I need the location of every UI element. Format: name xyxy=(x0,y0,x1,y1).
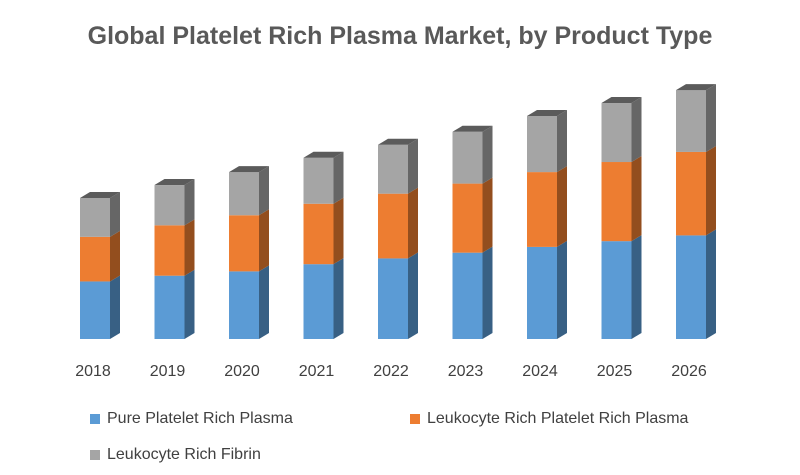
bar-2020-series-2 xyxy=(229,172,259,216)
bar-side-2020-series-2 xyxy=(259,166,269,216)
x-tick-label-2018: 2018 xyxy=(75,363,111,380)
bar-2021-series-0 xyxy=(303,264,334,339)
bar-side-2026-series-0 xyxy=(706,229,716,339)
bar-top-2025 xyxy=(601,97,642,104)
x-tick-label-2024: 2024 xyxy=(522,363,558,380)
bar-2020-series-0 xyxy=(229,271,259,339)
bar-side-2023-series-1 xyxy=(482,177,493,253)
bar-2018-series-2 xyxy=(80,197,110,237)
legend-swatch-leukocyte-prp xyxy=(410,414,420,424)
bar-side-2019-series-1 xyxy=(184,219,195,276)
x-tick-label-2026: 2026 xyxy=(671,363,707,380)
bar-top-2026 xyxy=(676,84,716,91)
bar-side-2025-series-1 xyxy=(631,156,642,242)
bar-top-2018 xyxy=(80,191,120,198)
x-tick-label-2021: 2021 xyxy=(299,363,335,380)
bar-side-2020-series-0 xyxy=(259,265,269,339)
legend-swatch-pure-prp xyxy=(90,414,100,424)
bar-side-2019-series-0 xyxy=(184,269,195,339)
bar-side-2026-series-2 xyxy=(706,84,716,152)
bar-2026-series-1 xyxy=(676,151,706,236)
bar-2021-series-2 xyxy=(303,157,334,204)
bar-side-2021-series-1 xyxy=(333,197,344,265)
bar-2022-series-2 xyxy=(378,144,408,194)
legend-label-leukocyte-prp: Leukocyte Rich Platelet Rich Plasma xyxy=(427,410,689,427)
bar-top-2024 xyxy=(527,109,567,116)
bar-2018-series-0 xyxy=(80,281,110,339)
bar-top-2021 xyxy=(303,151,344,158)
bar-2026-series-2 xyxy=(676,90,706,152)
bar-side-2022-series-2 xyxy=(408,138,418,194)
bar-side-2026-series-1 xyxy=(706,145,716,236)
x-tick-label-2019: 2019 xyxy=(150,363,186,380)
bar-side-2020-series-1 xyxy=(259,209,269,272)
bar-2021-series-1 xyxy=(303,203,334,265)
legend-label-pure-prp: Pure Platelet Rich Plasma xyxy=(107,410,293,427)
x-tick-label-2022: 2022 xyxy=(373,363,409,380)
bar-side-2022-series-0 xyxy=(408,252,418,339)
x-tick-label-2023: 2023 xyxy=(448,363,484,380)
bar-side-2019-series-2 xyxy=(184,179,195,226)
bar-top-2020 xyxy=(229,166,269,173)
bar-2024-series-2 xyxy=(527,115,557,173)
bar-2025-series-1 xyxy=(601,162,632,242)
bar-2020-series-1 xyxy=(229,215,259,272)
bar-2024-series-1 xyxy=(527,172,557,247)
bar-side-2024-series-1 xyxy=(557,166,567,247)
legend-item-leukocyte-prp: Leukocyte Rich Platelet Rich Plasma xyxy=(410,410,688,428)
bar-side-2023-series-0 xyxy=(482,246,493,339)
legend-label-leukocyte-fibrin: Leukocyte Rich Fibrin xyxy=(107,446,261,463)
bar-2022-series-1 xyxy=(378,193,408,259)
legend-item-leukocyte-fibrin: Leukocyte Rich Fibrin xyxy=(90,446,261,464)
bar-2026-series-0 xyxy=(676,235,706,339)
bar-2019-series-2 xyxy=(154,185,185,226)
bar-2019-series-1 xyxy=(154,225,185,276)
bar-2025-series-2 xyxy=(601,103,632,163)
bar-side-2021-series-0 xyxy=(333,258,344,339)
bar-side-2025-series-0 xyxy=(631,235,642,339)
bar-top-2022 xyxy=(378,138,418,145)
bar-top-2019 xyxy=(154,179,195,186)
legend-swatch-leukocyte-fibrin xyxy=(90,450,100,460)
bar-2022-series-0 xyxy=(378,258,408,339)
bar-side-2024-series-0 xyxy=(557,240,567,339)
x-tick-label-2025: 2025 xyxy=(597,363,633,380)
bar-side-2023-series-2 xyxy=(482,125,493,184)
bar-2023-series-1 xyxy=(452,183,483,253)
bar-side-2025-series-2 xyxy=(631,97,642,163)
bar-2023-series-2 xyxy=(452,131,483,184)
chart-title: Global Platelet Rich Plasma Market, by P… xyxy=(87,22,713,50)
bar-side-2022-series-1 xyxy=(408,187,418,259)
bar-side-2021-series-2 xyxy=(333,151,344,204)
bar-2025-series-0 xyxy=(601,241,632,339)
bar-side-2018-series-2 xyxy=(110,191,120,237)
bar-side-2024-series-2 xyxy=(557,109,567,173)
bar-top-2023 xyxy=(452,125,493,132)
bar-2018-series-1 xyxy=(80,236,110,282)
bar-side-2018-series-1 xyxy=(110,230,120,282)
bar-2023-series-0 xyxy=(452,252,483,339)
bar-2019-series-0 xyxy=(154,275,185,339)
bar-side-2018-series-0 xyxy=(110,275,120,339)
legend-item-pure-prp: Pure Platelet Rich Plasma xyxy=(90,410,293,428)
bar-2024-series-0 xyxy=(527,246,557,339)
x-tick-label-2020: 2020 xyxy=(224,363,260,380)
